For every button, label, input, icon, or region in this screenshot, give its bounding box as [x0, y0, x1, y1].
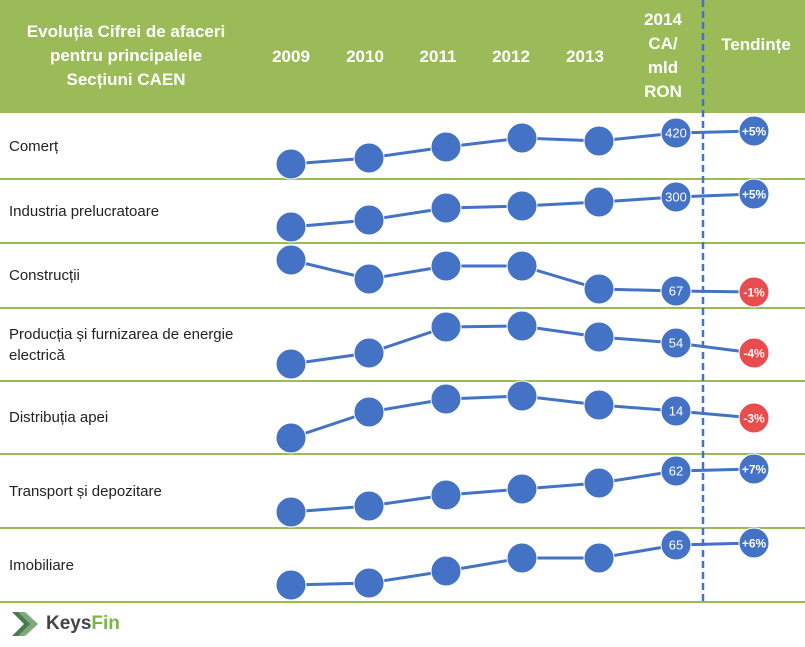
trend-label: +6%: [742, 537, 767, 551]
table-header: [0, 0, 805, 113]
data-point: [583, 321, 615, 353]
trend-point: [738, 115, 770, 147]
row-divider: [0, 307, 805, 309]
data-point: [660, 395, 692, 427]
data-point: [506, 190, 538, 222]
trend-label: -3%: [743, 412, 765, 426]
data-point: [430, 311, 462, 343]
data-point: [660, 117, 692, 149]
data-point: [275, 148, 307, 180]
row-label: Industria prelucratoare: [9, 202, 160, 220]
row-label: Comerț: [9, 137, 59, 155]
header-2014-line: mld: [647, 58, 679, 77]
data-point: [660, 327, 692, 359]
data-point: [660, 181, 692, 213]
value-2014-label: 420: [665, 126, 687, 141]
logo-chevron-icon: [12, 612, 38, 636]
value-2014-label: 14: [669, 404, 683, 419]
trend-point: [738, 453, 770, 485]
data-point: [275, 211, 307, 243]
data-point: [506, 380, 538, 412]
data-point: [506, 542, 538, 574]
data-point: [430, 250, 462, 282]
data-point: [583, 389, 615, 421]
data-point: [583, 273, 615, 305]
row-divider: [0, 178, 805, 180]
trend-label: +5%: [742, 125, 767, 139]
row-divider: [0, 453, 805, 455]
header-title-line: pentru principalele: [49, 46, 203, 65]
data-point: [583, 542, 615, 574]
data-point: [583, 186, 615, 218]
header-2014-line: RON: [644, 82, 682, 101]
year-2010: 2010: [346, 47, 384, 66]
data-point: [506, 122, 538, 154]
header-2014-line: 2014: [644, 10, 682, 29]
data-point: [583, 467, 615, 499]
header-title-line: Secțiuni CAEN: [66, 70, 186, 89]
trend-point: [738, 402, 770, 434]
header-trend: Tendințe: [721, 35, 791, 54]
trend-label: +7%: [742, 463, 767, 477]
data-point: [430, 192, 462, 224]
data-point: [430, 479, 462, 511]
value-2014-label: 65: [669, 538, 683, 553]
row-label: Distribuția apei: [9, 409, 109, 426]
data-point: [660, 529, 692, 561]
data-point: [506, 250, 538, 282]
data-point: [275, 422, 307, 454]
value-2014-label: 67: [669, 284, 683, 299]
year-2011: 2011: [419, 47, 457, 66]
trend-point: [738, 337, 770, 369]
data-point: [353, 337, 385, 369]
row-label: Imobiliare: [9, 556, 75, 574]
row-divider: [0, 527, 805, 529]
data-point: [583, 125, 615, 157]
value-2014-label: 62: [669, 464, 683, 479]
row-divider: [0, 242, 805, 244]
logo-text-fin: Fin: [91, 613, 120, 634]
row-label: Construcții: [9, 267, 80, 284]
year-2009: 2009: [272, 47, 310, 66]
header-2014-line: CA/: [648, 34, 678, 53]
data-point: [660, 455, 692, 487]
trend-label: -1%: [743, 286, 765, 300]
value-2014-label: 300: [665, 190, 687, 205]
data-point: [353, 263, 385, 295]
data-point: [660, 275, 692, 307]
keysfin-logo: Keys Fin: [10, 610, 120, 638]
trend-point: [738, 276, 770, 308]
data-point: [430, 131, 462, 163]
trend-point: [738, 527, 770, 559]
year-2013: 2013: [566, 47, 604, 66]
data-point: [353, 142, 385, 174]
data-point: [275, 496, 307, 528]
data-point: [275, 244, 307, 276]
value-2014-label: 54: [669, 336, 683, 351]
logo-text-keys: Keys: [46, 613, 92, 634]
data-point: [506, 473, 538, 505]
data-point: [506, 310, 538, 342]
row-divider: [0, 601, 805, 603]
row-label: Producția și furnizarea de energie elect…: [9, 325, 234, 364]
row-label: Transport și depozitare: [9, 482, 162, 500]
data-point: [353, 204, 385, 236]
header-title: Evoluția Cifrei de afaceri pentru princi…: [8, 20, 244, 92]
header-title-line: Evoluția Cifrei de afaceri: [26, 22, 226, 41]
data-point: [430, 555, 462, 587]
data-point: [353, 396, 385, 428]
data-point: [275, 348, 307, 380]
trend-label: +5%: [742, 188, 767, 202]
data-point: [353, 567, 385, 599]
data-point: [275, 569, 307, 601]
data-point: [353, 490, 385, 522]
trend-label: -4%: [743, 347, 765, 361]
data-point: [430, 383, 462, 415]
year-2012: 2012: [492, 47, 530, 66]
row-divider: [0, 380, 805, 382]
trend-point: [738, 178, 770, 210]
header-2014: 2014 CA/ mld RON: [636, 8, 690, 104]
